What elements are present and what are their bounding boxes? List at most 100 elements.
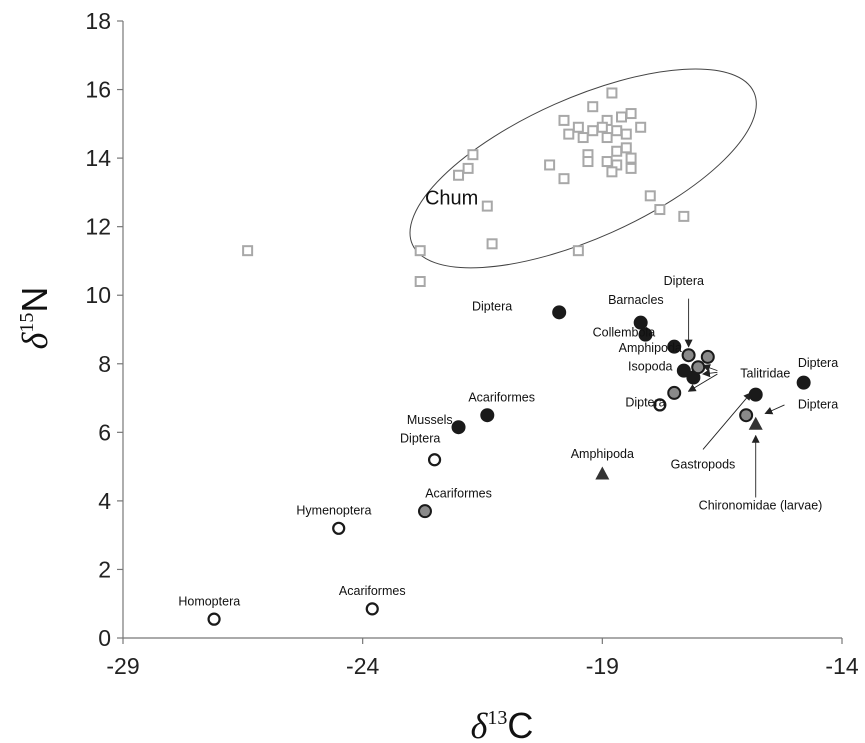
annotation-arrow (702, 364, 718, 372)
gray-circle-point (417, 504, 432, 519)
chum-point (558, 114, 570, 126)
chum-ellipse (409, 68, 757, 269)
open-circle-point (653, 398, 667, 412)
point-label: Collembola (593, 325, 656, 339)
y-tick-label: 2 (98, 556, 111, 582)
x-tick-label: -14 (825, 653, 858, 679)
point-label: Chironomidae (larvae) (699, 498, 823, 512)
y-tick-label: 8 (98, 351, 111, 377)
chum-point (572, 245, 584, 257)
annotation-arrow (702, 369, 718, 378)
chum-point (481, 200, 493, 212)
open-circle-point (427, 453, 442, 467)
gray-circle-point (681, 348, 696, 363)
y-tick-label: 16 (85, 77, 111, 103)
chum-point (611, 125, 623, 137)
chum-point (462, 162, 474, 174)
black-circle-point (451, 420, 466, 435)
point-label: Diptera (625, 396, 665, 410)
y-tick-label: 14 (85, 145, 111, 171)
chum-point (587, 125, 599, 137)
chum-point (625, 162, 637, 174)
chum-point (601, 156, 613, 168)
black-circle-point (638, 327, 653, 342)
black-circle-point (796, 375, 811, 390)
point-label: Barnacles (608, 293, 664, 307)
point-label: Hymenoptera (296, 504, 371, 518)
chum-point (654, 204, 666, 216)
point-label: Diptera (664, 274, 704, 288)
point-label: Talitridae (740, 366, 790, 380)
chum-point (582, 156, 594, 168)
y-tick-label: 6 (98, 419, 111, 445)
gray-circle-point (691, 360, 706, 375)
chum-point (467, 149, 479, 161)
point-label: Amphipoda (571, 447, 634, 461)
x-tick-labels: -29 -24 -19 -14 (106, 653, 858, 679)
chum-point (620, 128, 632, 140)
annotation-labels: DipteraDipteraBarnaclesCollembolaAmphipo… (178, 274, 838, 608)
chum-point (625, 152, 637, 164)
y-tick-label: 0 (98, 625, 111, 651)
y-tick-label: 4 (98, 488, 111, 514)
point-label: Isopoda (628, 360, 673, 374)
chum-point (606, 87, 618, 99)
open-circle-point (365, 602, 379, 616)
chum-point (625, 108, 637, 120)
annotation-arrow (764, 404, 785, 415)
chum-point (414, 276, 426, 288)
chum-point (596, 121, 608, 133)
x-tick-label: -29 (106, 653, 139, 679)
annotation-arrow (687, 373, 718, 392)
chum-point (486, 238, 498, 250)
chum-point (611, 145, 623, 157)
chum-point (635, 121, 647, 133)
chum-point (644, 190, 656, 202)
chum-point (414, 245, 426, 257)
annotation-arrow (702, 392, 752, 450)
chum-point (242, 245, 254, 257)
chum-point (678, 210, 690, 222)
y-tick-label: 12 (85, 214, 111, 240)
open-circle-point (332, 521, 346, 535)
x-tick-label: -24 (346, 653, 379, 679)
data-points (207, 87, 811, 626)
point-label: Homoptera (178, 594, 240, 608)
triangle-point (595, 466, 610, 480)
triangle-point (748, 416, 763, 430)
chum-point (620, 142, 632, 154)
chum-label: Chum (425, 187, 478, 209)
black-circle-point (480, 408, 495, 423)
x-tick-label: -19 (586, 653, 619, 679)
annotation-arrows (684, 298, 785, 498)
point-label: Diptera (798, 356, 838, 370)
black-circle-point (552, 305, 567, 320)
chum-point (544, 159, 556, 171)
chum-point (572, 121, 584, 133)
axes (117, 20, 843, 644)
open-circle-point (207, 612, 221, 626)
chum-point (577, 132, 589, 144)
y-tick-label: 18 (85, 8, 111, 34)
y-tick-labels: 0 2 4 6 8 10 12 14 16 18 (85, 8, 111, 651)
gray-circle-point (667, 385, 682, 400)
point-label: Acariformes (468, 390, 535, 404)
chum-point (587, 101, 599, 113)
chum-point (606, 166, 618, 178)
black-circle-point (676, 363, 691, 378)
point-label: Gastropods (671, 457, 736, 471)
black-circle-point (748, 387, 763, 402)
chum-ellipse-group: Chum (409, 68, 757, 269)
black-circle-point (667, 339, 682, 354)
point-label: Diptera (472, 300, 512, 314)
gray-circle-point (739, 408, 754, 423)
chum-point (601, 132, 613, 144)
chum-point (563, 128, 575, 140)
chum-point (616, 111, 628, 123)
point-label: Amphipoda (619, 341, 682, 355)
chum-point (453, 169, 465, 181)
gray-circle-point (700, 349, 715, 364)
point-label: Diptera (798, 397, 838, 411)
point-label: Mussels (407, 413, 453, 427)
